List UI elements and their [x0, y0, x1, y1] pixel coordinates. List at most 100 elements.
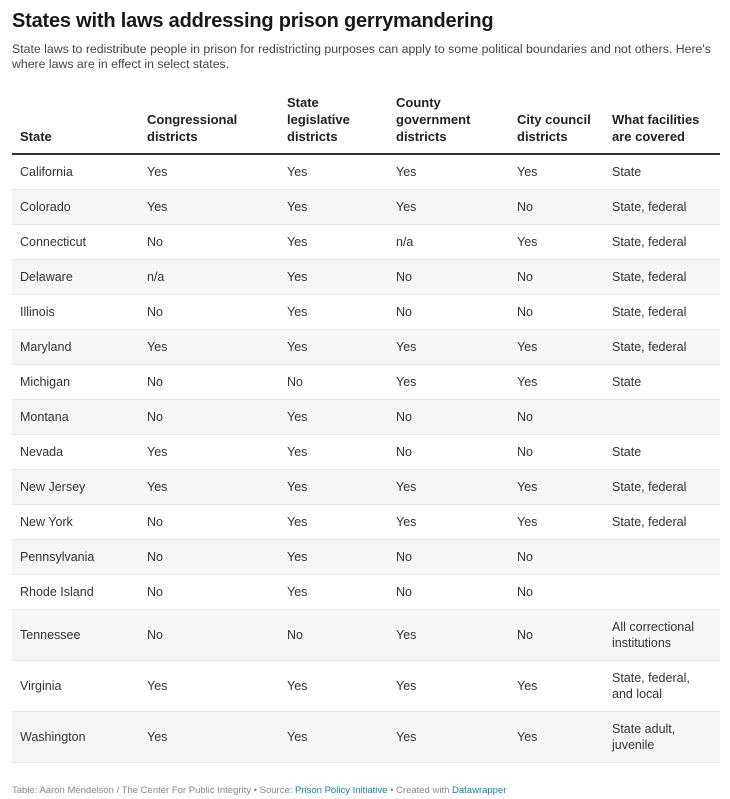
table-row: Washington Yes Yes Yes Yes State adult, juven…: [12, 711, 720, 763]
cell-city-council: Yes: [509, 469, 604, 505]
cell-state: Virginia: [12, 660, 139, 712]
cell-state-legislative: No: [279, 364, 388, 400]
cell-city-council: Yes: [509, 329, 604, 365]
cell-state: Illinois: [12, 294, 139, 330]
cell-state: New Jersey: [12, 469, 139, 505]
cell-congressional: Yes: [139, 469, 279, 505]
cell-congressional: No: [139, 504, 279, 540]
cell-county: Yes: [388, 364, 509, 400]
cell-city-council: No: [509, 189, 604, 225]
cell-state: Connecticut: [12, 224, 139, 260]
table-row: Pennsylvania No Yes No No: [12, 539, 720, 575]
col-header-facilities[interactable]: What facilities are covered: [604, 94, 720, 155]
cell-city-council: No: [509, 609, 604, 661]
cell-facilities: State, federal: [604, 259, 720, 295]
cell-congressional: Yes: [139, 329, 279, 365]
cell-congressional: Yes: [139, 711, 279, 763]
col-header-city-council[interactable]: City council districts: [509, 94, 604, 155]
cell-state-legislative: Yes: [279, 329, 388, 365]
cell-city-council: Yes: [509, 660, 604, 712]
cell-state-legislative: Yes: [279, 469, 388, 505]
table-row: Delaware n/a Yes No No State, federal: [12, 259, 720, 295]
cell-state-legislative: Yes: [279, 434, 388, 470]
cell-state: California: [12, 154, 139, 190]
cell-state: New York: [12, 504, 139, 540]
cell-county: Yes: [388, 711, 509, 763]
table-row: Virginia Yes Yes Yes Yes State, federal, and …: [12, 660, 720, 712]
footer: Table: Aaron Mendelson / The Center For …: [12, 785, 506, 796]
cell-city-council: Yes: [509, 504, 604, 540]
cell-county: No: [388, 259, 509, 295]
cell-facilities: State, federal: [604, 294, 720, 330]
cell-city-council: No: [509, 434, 604, 470]
table-row: Nevada Yes Yes No No State: [12, 434, 720, 470]
cell-city-council: Yes: [509, 711, 604, 763]
cell-congressional: Yes: [139, 189, 279, 225]
cell-city-council: Yes: [509, 154, 604, 190]
cell-county: n/a: [388, 224, 509, 260]
cell-state: Colorado: [12, 189, 139, 225]
cell-state: Nevada: [12, 434, 139, 470]
cell-state-legislative: Yes: [279, 539, 388, 575]
cell-congressional: No: [139, 574, 279, 610]
cell-county: Yes: [388, 660, 509, 712]
cell-congressional: Yes: [139, 660, 279, 712]
cell-facilities: State, federal, and local: [604, 660, 720, 712]
cell-state: Tennessee: [12, 609, 139, 661]
col-header-congressional[interactable]: Congressional districts: [139, 94, 279, 155]
table-row: New York No Yes Yes Yes State, federal: [12, 504, 720, 540]
cell-state-legislative: Yes: [279, 294, 388, 330]
cell-state: Rhode Island: [12, 574, 139, 610]
datawrapper-link[interactable]: Datawrapper: [452, 785, 507, 796]
cell-congressional: No: [139, 399, 279, 435]
cell-state-legislative: Yes: [279, 259, 388, 295]
chart-title: States with laws addressing prison gerry…: [12, 10, 494, 32]
col-header-state[interactable]: State: [12, 94, 139, 155]
cell-state: Delaware: [12, 259, 139, 295]
cell-county: Yes: [388, 504, 509, 540]
table-row: Maryland Yes Yes Yes Yes State, federal: [12, 329, 720, 365]
cell-county: Yes: [388, 609, 509, 661]
cell-congressional: n/a: [139, 259, 279, 295]
cell-state-legislative: Yes: [279, 711, 388, 763]
cell-facilities: All correctional institutions: [604, 609, 720, 661]
cell-congressional: No: [139, 539, 279, 575]
col-header-state-legislative[interactable]: State legislative districts: [279, 94, 388, 155]
cell-state-legislative: Yes: [279, 660, 388, 712]
cell-facilities: [604, 399, 720, 435]
cell-state: Washington: [12, 711, 139, 763]
table-row: New Jersey Yes Yes Yes Yes State, federal: [12, 469, 720, 505]
source-link[interactable]: Prison Policy Initiative: [295, 785, 388, 796]
cell-city-council: No: [509, 574, 604, 610]
cell-congressional: No: [139, 364, 279, 400]
table-row: Illinois No Yes No No State, federal: [12, 294, 720, 330]
data-table: State Congressional districts State legi…: [12, 94, 720, 763]
cell-congressional: Yes: [139, 434, 279, 470]
cell-state: Michigan: [12, 364, 139, 400]
cell-state-legislative: Yes: [279, 399, 388, 435]
cell-city-council: Yes: [509, 364, 604, 400]
cell-congressional: Yes: [139, 154, 279, 190]
cell-facilities: State adult, juvenile: [604, 711, 720, 763]
cell-facilities: State: [604, 434, 720, 470]
cell-state-legislative: Yes: [279, 574, 388, 610]
cell-county: No: [388, 434, 509, 470]
cell-county: No: [388, 294, 509, 330]
table-row: California Yes Yes Yes Yes State: [12, 154, 720, 190]
cell-state: Montana: [12, 399, 139, 435]
col-header-county[interactable]: County government districts: [388, 94, 509, 155]
cell-state-legislative: Yes: [279, 224, 388, 260]
cell-county: No: [388, 399, 509, 435]
footer-created: • Created with: [387, 785, 453, 796]
table-row: Colorado Yes Yes Yes No State, federal: [12, 189, 720, 225]
cell-county: No: [388, 574, 509, 610]
cell-state-legislative: Yes: [279, 504, 388, 540]
cell-state: Pennsylvania: [12, 539, 139, 575]
cell-city-council: No: [509, 259, 604, 295]
cell-facilities: State: [604, 364, 720, 400]
cell-state-legislative: No: [279, 609, 388, 661]
cell-facilities: State: [604, 154, 720, 190]
cell-facilities: State, federal: [604, 224, 720, 260]
cell-facilities: State, federal: [604, 469, 720, 505]
cell-city-council: No: [509, 399, 604, 435]
